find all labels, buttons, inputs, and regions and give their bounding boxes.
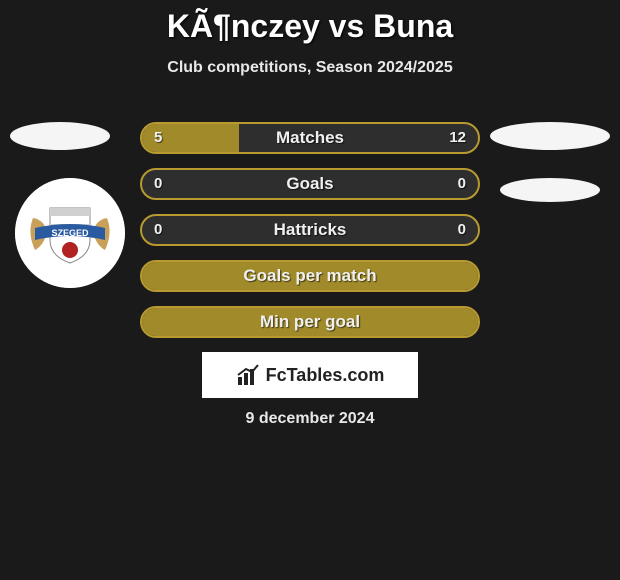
stat-bar-goals: 00Goals [140,168,480,200]
stat-bar-matches: 512Matches [140,122,480,154]
stats-bars: 512Matches 00Goals 00Hattricks Goals per ma… [140,122,480,352]
stat-bar-goals-per-match: Goals per match [140,260,480,292]
stat-label: Goals [142,170,478,198]
left-team-badge-oval [10,122,110,150]
stat-label: Hattricks [142,216,478,244]
right-team-badge-oval-1 [490,122,610,150]
stat-bar-hattricks: 00Hattricks [140,214,480,246]
left-team-crest: SZEGED [15,178,125,288]
chart-bars-icon [236,363,260,387]
stat-label: Min per goal [142,308,478,336]
crest-svg: SZEGED [15,178,125,288]
stat-label: Matches [142,124,478,152]
page-subtitle: Club competitions, Season 2024/2025 [0,59,620,77]
fctables-logo[interactable]: FcTables.com [202,352,418,398]
page-title: KÃ¶nczey vs Buna [0,0,620,45]
fctables-logo-text: FcTables.com [266,365,385,386]
snapshot-date: 9 december 2024 [0,410,620,428]
right-team-badge-oval-2 [500,178,600,202]
stat-bar-min-per-goal: Min per goal [140,306,480,338]
svg-text:SZEGED: SZEGED [51,228,89,238]
stat-label: Goals per match [142,262,478,290]
